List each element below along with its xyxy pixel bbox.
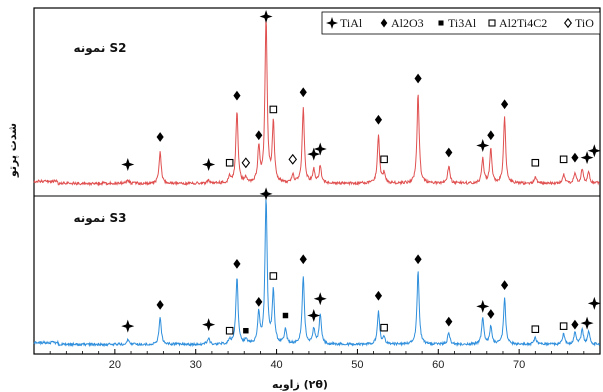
peak-marker-diamond-s3 <box>374 290 383 301</box>
x-tick-label: 40 <box>270 359 282 371</box>
legend-marker-al2ti4c2 <box>488 19 496 27</box>
peak-marker-plus-star-s3 <box>307 309 321 323</box>
series-line-2 <box>33 199 601 348</box>
peak-marker-open-square-s3 <box>531 325 540 334</box>
x-tick-label: 50 <box>351 359 363 371</box>
peak-marker-diamond-s2 <box>571 152 579 163</box>
x-axis-title: زاویه (۲θ) <box>272 378 328 391</box>
plot-frame <box>33 7 601 355</box>
legend-label-tio: TiO <box>575 16 594 30</box>
peak-marker-diamond-s3 <box>233 258 241 269</box>
peak-marker-plus-star-s3 <box>587 296 601 310</box>
legend-marker-tial <box>326 17 338 29</box>
peak-marker-open-square-s2 <box>380 155 388 164</box>
peak-marker-diamond-s3 <box>445 316 453 327</box>
peak-marker-diamond-s3 <box>156 300 164 310</box>
legend: TiAl Al2O3 Ti3Al Al2Ti4C2 TiO <box>321 11 601 35</box>
peak-marker-plus-star-s3 <box>121 319 135 333</box>
legend-item-al2ti4c2: Al2Ti4C2 <box>488 16 547 30</box>
legend-item-tial: TiAl <box>326 16 363 30</box>
peak-marker-open-diamond-s2 <box>288 153 298 165</box>
peak-marker-diamond-s3 <box>299 254 307 265</box>
peak-marker-open-diamond-s2 <box>241 157 251 169</box>
legend-label-ti3al: Ti3Al <box>448 16 477 30</box>
legend-item-al2o3: Al2O3 <box>380 16 424 30</box>
peak-marker-diamond-s2 <box>233 90 241 101</box>
legend-marker-ti3al <box>438 20 444 26</box>
peak-marker-square-s3 <box>243 327 249 334</box>
peak-marker-diamond-s2 <box>156 132 164 142</box>
peak-marker-plus-star-s2 <box>587 144 601 158</box>
peak-marker-plus-star-s3 <box>580 316 594 330</box>
legend-label-tial: TiAl <box>340 16 363 30</box>
sample-label-s2: نمونه S2 <box>73 41 126 56</box>
series-layer <box>33 18 601 348</box>
peak-marker-plus-star-s2 <box>259 10 273 24</box>
peak-marker-open-square-s3 <box>225 326 234 335</box>
peak-marker-plus-star-s2 <box>476 139 490 153</box>
peak-marker-plus-star-s3 <box>259 187 273 201</box>
peak-marker-plus-star-s2 <box>313 142 327 156</box>
legend-box <box>321 11 601 35</box>
legend-item-tio: TiO <box>564 16 594 30</box>
legend-marker-al2o3 <box>380 18 388 28</box>
peak-marker-open-square-s2 <box>559 155 568 164</box>
peak-marker-plus-star-s3 <box>202 318 216 332</box>
x-axis: 20 30 40 50 60 70 <box>49 349 585 371</box>
peak-marker-plus-star-s3 <box>313 292 327 306</box>
x-tick-label: 20 <box>109 359 121 371</box>
peak-marker-diamond-s3 <box>571 319 579 330</box>
peak-marker-square-s3 <box>282 312 289 319</box>
peak-marker-plus-star-s2 <box>307 147 321 161</box>
peak-marker-open-square-s3 <box>559 322 568 330</box>
peak-marker-diamond-s2 <box>299 87 307 98</box>
peak-marker-plus-star-s2 <box>202 157 216 171</box>
peak-marker-diamond-s3 <box>414 254 422 265</box>
legend-label-al2o3: Al2O3 <box>391 16 424 30</box>
x-tick-label: 60 <box>432 359 444 371</box>
peak-marker-diamond-s2 <box>445 147 453 158</box>
legend-item-ti3al: Ti3Al <box>438 16 477 30</box>
x-tick-label: 30 <box>190 359 202 371</box>
peak-marker-plus-star-s3 <box>476 299 490 313</box>
peak-marker-diamond-s2 <box>487 130 495 141</box>
peak-marker-diamond-s2 <box>374 114 383 125</box>
peak-marker-diamond-s2 <box>414 73 422 84</box>
peak-marker-diamond-s3 <box>487 309 495 319</box>
peak-marker-diamond-s3 <box>255 296 263 307</box>
peak-marker-diamond-s3 <box>501 280 509 290</box>
peak-marker-open-square-s2 <box>225 158 234 167</box>
x-tick-label: 70 <box>513 359 525 371</box>
peak-marker-diamond-s2 <box>255 130 263 141</box>
sample-label-s3: نمونه S3 <box>73 211 126 226</box>
y-axis-title: شدت پرتو <box>6 123 19 178</box>
peak-marker-open-square-s2 <box>269 105 278 114</box>
peak-marker-plus-star-s2 <box>121 157 135 171</box>
marker-layer <box>121 10 601 335</box>
legend-marker-tio <box>564 17 572 29</box>
peak-marker-plus-star-s2 <box>580 151 594 165</box>
peak-marker-open-square-s3 <box>269 272 278 280</box>
peak-marker-open-square-s3 <box>380 323 388 332</box>
peak-marker-diamond-s2 <box>501 99 509 110</box>
peak-marker-open-square-s2 <box>531 158 540 167</box>
series-line-1 <box>33 18 600 187</box>
legend-label-al2ti4c2: Al2Ti4C2 <box>499 16 547 30</box>
